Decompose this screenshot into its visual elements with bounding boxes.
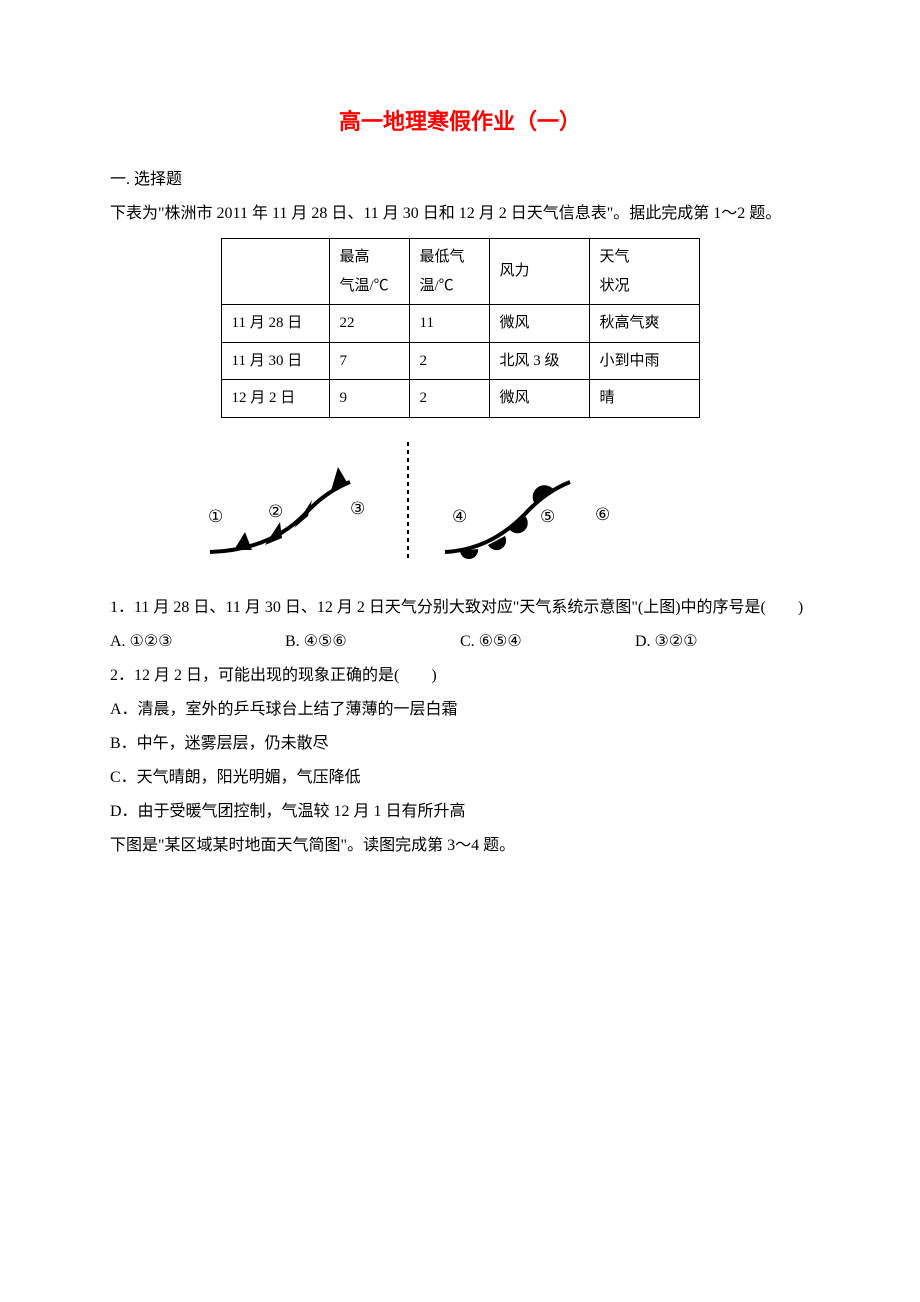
weather-table: 最高 气温/℃ 最低气 温/℃ 风力 天气 状况 11 月 28 日 22 11… bbox=[221, 238, 700, 418]
svg-text:④: ④ bbox=[452, 507, 467, 526]
intro-text: 下表为"株洲市 2011 年 11 月 28 日、11 月 30 日和 12 月… bbox=[110, 198, 810, 230]
q1-choice-b: B. ④⑤⑥ bbox=[285, 626, 460, 658]
diagram-svg: ① ② ③ ④ ⑤ ⑥ bbox=[190, 442, 630, 572]
th-wind: 风力 bbox=[489, 239, 589, 305]
svg-text:②: ② bbox=[268, 502, 283, 521]
th-weather: 天气 状况 bbox=[589, 239, 699, 305]
q1-choice-a: A. ①②③ bbox=[110, 626, 285, 658]
svg-text:⑥: ⑥ bbox=[595, 505, 610, 524]
q2-choice-d: D．由于受暖气团控制，气温较 12 月 1 日有所升高 bbox=[110, 796, 810, 828]
page-title: 高一地理寒假作业（一） bbox=[110, 100, 810, 144]
th-min-temp: 最低气 温/℃ bbox=[409, 239, 489, 305]
svg-text:①: ① bbox=[208, 507, 223, 526]
q2-choice-a: A．清晨，室外的乒乓球台上结了薄薄的一层白霜 bbox=[110, 694, 810, 726]
svg-text:③: ③ bbox=[350, 499, 365, 518]
table-row: 12 月 2 日 9 2 微风 晴 bbox=[221, 380, 699, 418]
th-date bbox=[221, 239, 329, 305]
table-header-row: 最高 气温/℃ 最低气 温/℃ 风力 天气 状况 bbox=[221, 239, 699, 305]
q1-stem: 1．11 月 28 日、11 月 30 日、12 月 2 日天气分别大致对应"天… bbox=[110, 592, 810, 624]
q1-choice-c: C. ⑥⑤④ bbox=[460, 626, 635, 658]
table-row: 11 月 28 日 22 11 微风 秋高气爽 bbox=[221, 305, 699, 343]
q1-choices: A. ①②③ B. ④⑤⑥ C. ⑥⑤④ D. ③②① bbox=[110, 626, 810, 658]
table-row: 11 月 30 日 7 2 北风 3 级 小到中雨 bbox=[221, 342, 699, 380]
q2-choice-b: B．中午，迷雾层层，仍未散尽 bbox=[110, 728, 810, 760]
weather-system-diagram: ① ② ③ ④ ⑤ ⑥ bbox=[190, 442, 630, 572]
q2-stem: 2．12 月 2 日，可能出现的现象正确的是( ) bbox=[110, 660, 810, 692]
section-header: 一. 选择题 bbox=[110, 164, 810, 196]
q2-choice-c: C．天气晴朗，阳光明媚，气压降低 bbox=[110, 762, 810, 794]
th-max-temp: 最高 气温/℃ bbox=[329, 239, 409, 305]
svg-text:⑤: ⑤ bbox=[540, 507, 555, 526]
next-intro: 下图是"某区域某时地面天气简图"。读图完成第 3～4 题。 bbox=[110, 830, 810, 862]
q1-choice-d: D. ③②① bbox=[635, 626, 810, 658]
